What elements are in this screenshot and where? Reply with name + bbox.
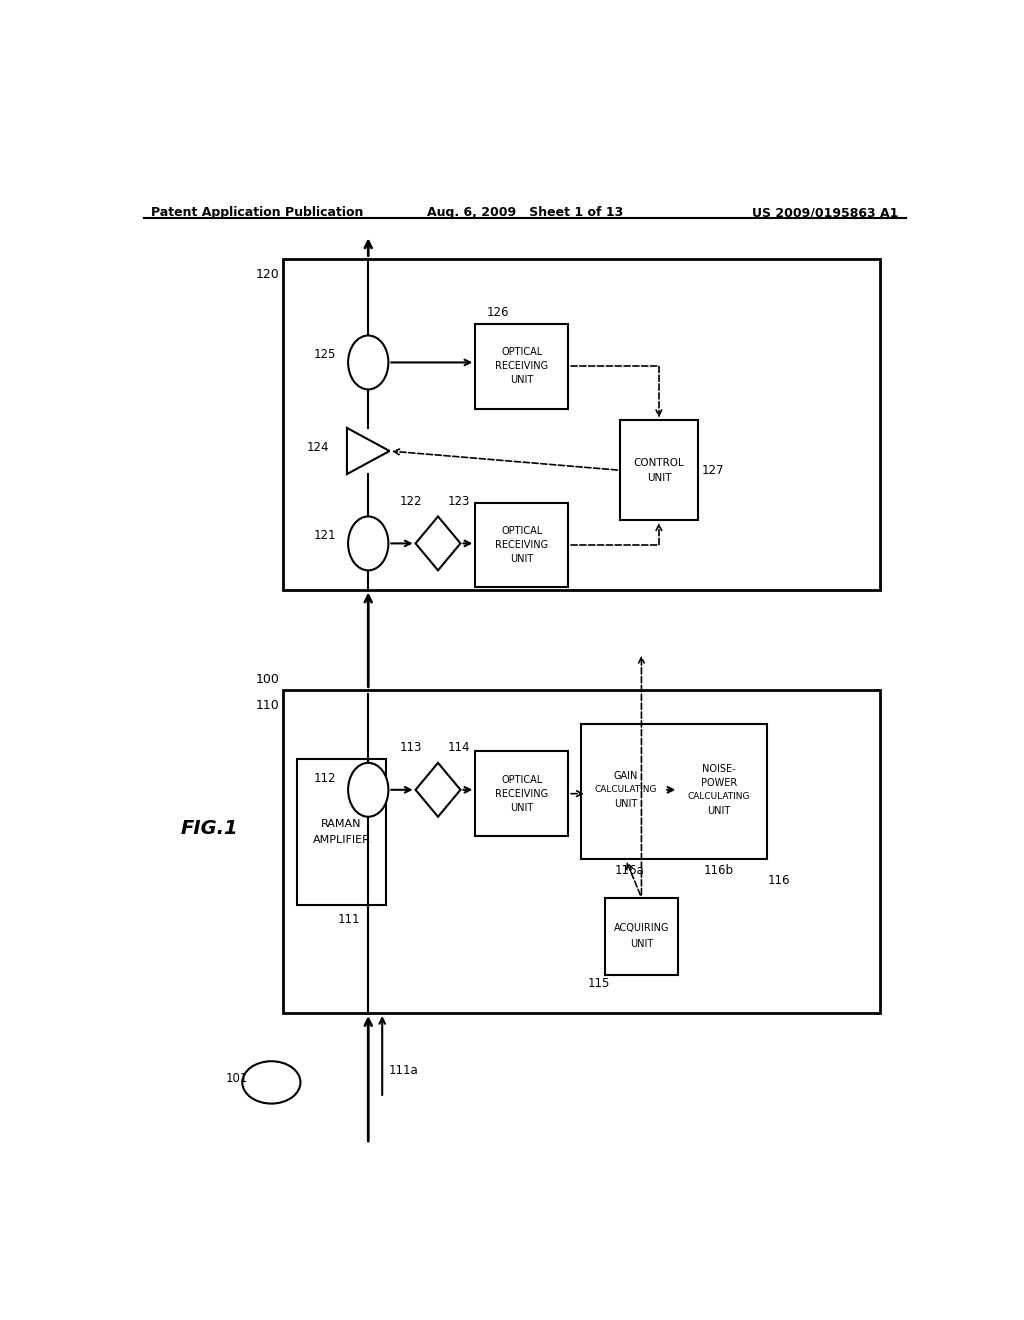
Text: 116: 116 [767, 874, 790, 887]
Text: CALCULATING: CALCULATING [688, 792, 751, 801]
Bar [283, 689, 880, 1014]
Text: 123: 123 [447, 495, 470, 508]
Text: OPTICAL: OPTICAL [501, 347, 543, 358]
Text: UNIT: UNIT [630, 939, 653, 949]
Text: AMPLIFIER: AMPLIFIER [312, 834, 371, 845]
Text: US 2009/0195863 A1: US 2009/0195863 A1 [752, 206, 898, 219]
Text: UNIT: UNIT [510, 375, 534, 385]
Ellipse shape [243, 1061, 300, 1104]
Text: 110: 110 [255, 700, 280, 711]
Text: POWER: POWER [700, 777, 737, 788]
Text: UNIT: UNIT [614, 799, 637, 809]
Text: FIG.1: FIG.1 [180, 818, 239, 838]
Text: UNIT: UNIT [646, 473, 671, 483]
Bar [475, 503, 568, 587]
Text: 116a: 116a [614, 865, 644, 878]
Text: 120: 120 [255, 268, 280, 281]
Text: UNIT: UNIT [510, 554, 534, 564]
Bar [475, 751, 568, 836]
Text: UNIT: UNIT [708, 805, 730, 816]
Bar [604, 898, 678, 974]
Text: 121: 121 [313, 529, 336, 543]
Bar [283, 259, 880, 590]
Text: RECEIVING: RECEIVING [496, 788, 548, 799]
Text: RAMAN: RAMAN [322, 820, 361, 829]
Text: 116b: 116b [703, 865, 734, 878]
Bar [621, 420, 697, 520]
Bar [581, 725, 767, 859]
Text: 124: 124 [307, 441, 330, 454]
Text: 126: 126 [486, 306, 509, 319]
Text: NOISE-: NOISE- [702, 764, 736, 774]
Bar [475, 323, 568, 409]
Text: 111: 111 [338, 912, 360, 925]
Text: 113: 113 [400, 741, 423, 754]
Polygon shape [347, 428, 389, 474]
Polygon shape [416, 763, 461, 817]
Text: 122: 122 [400, 495, 423, 508]
Text: RECEIVING: RECEIVING [496, 540, 548, 550]
Text: 101: 101 [225, 1072, 248, 1085]
Text: GAIN: GAIN [613, 771, 638, 781]
Text: UNIT: UNIT [510, 803, 534, 813]
Text: CONTROL: CONTROL [634, 458, 684, 467]
Text: 114: 114 [447, 741, 470, 754]
Text: Patent Application Publication: Patent Application Publication [152, 206, 364, 219]
Bar [587, 733, 665, 847]
Text: OPTICAL: OPTICAL [501, 527, 543, 536]
Text: 127: 127 [701, 463, 724, 477]
Bar [678, 733, 760, 847]
Text: RECEIVING: RECEIVING [496, 362, 548, 371]
Text: 111a: 111a [388, 1064, 418, 1077]
Text: ACQUIRING: ACQUIRING [613, 924, 670, 933]
Text: OPTICAL: OPTICAL [501, 775, 543, 785]
Text: 112: 112 [313, 772, 336, 785]
Polygon shape [416, 516, 461, 570]
Text: Aug. 6, 2009   Sheet 1 of 13: Aug. 6, 2009 Sheet 1 of 13 [427, 206, 623, 219]
Ellipse shape [348, 516, 388, 570]
Bar [297, 759, 386, 906]
Text: CALCULATING: CALCULATING [594, 785, 656, 795]
Ellipse shape [348, 763, 388, 817]
Text: 100: 100 [255, 673, 280, 686]
Text: 115: 115 [587, 977, 609, 990]
Ellipse shape [348, 335, 388, 389]
Text: 125: 125 [313, 348, 336, 362]
